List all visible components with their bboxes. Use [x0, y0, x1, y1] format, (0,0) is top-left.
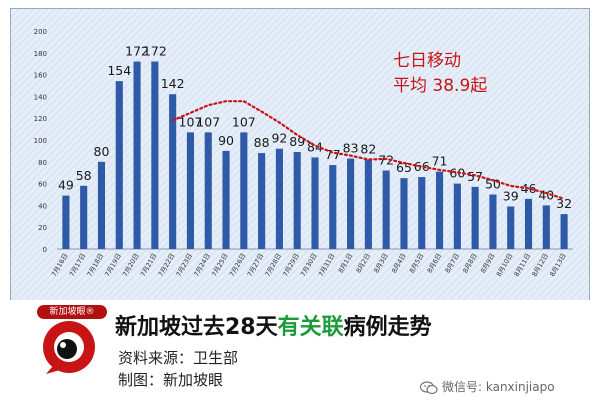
y-tick-label: 120: [34, 115, 47, 123]
bar-26: [524, 198, 533, 249]
bar-4: [133, 61, 141, 249]
moving-average-annotation: 七日移动 平均 38.9起: [393, 49, 487, 99]
bar-23: [471, 186, 479, 249]
y-tick-label: 200: [34, 28, 47, 36]
bar-value-label: 66: [414, 159, 430, 174]
x-tick-label: 8月4日: [390, 252, 408, 274]
bar-15: [329, 165, 337, 249]
bar-11: [258, 153, 266, 249]
wechat-id: 微信号: kanxinjiapo: [442, 380, 555, 394]
bar-value-label: 92: [271, 131, 287, 146]
bar-13: [293, 151, 301, 249]
bar-12: [275, 148, 283, 249]
footer-panel: [10, 300, 590, 402]
bar-7: [186, 132, 195, 249]
bar-value-label: 39: [503, 188, 519, 203]
x-tick-label: 8月3日: [372, 252, 390, 274]
x-tick-label: 8月2日: [355, 252, 373, 274]
bar-value-label: 90: [218, 133, 234, 148]
moving-average-line: [171, 100, 566, 200]
x-tick-label: 8月6日: [426, 252, 444, 274]
y-tick-label: 0: [43, 246, 47, 254]
bar-value-label: 82: [360, 142, 376, 157]
bar-24: [489, 194, 497, 249]
bar-value-label: 77: [325, 147, 341, 162]
x-tick-label: 7月31日: [317, 252, 337, 278]
title-part-1: 新加坡过去28天: [115, 315, 278, 340]
chart-title: 新加坡过去28天有关联病例走势: [115, 309, 432, 341]
annotation-line-1: 七日移动: [393, 51, 461, 71]
x-tick-label: 8月13日: [548, 252, 568, 278]
bar-18: [382, 170, 390, 249]
bar-value-label: 107: [196, 114, 220, 129]
x-tick-label: 8月7日: [444, 252, 462, 274]
x-tick-label: 8月1日: [337, 252, 355, 274]
bar-19: [400, 178, 408, 249]
bar-value-label: 154: [107, 63, 131, 78]
bar-value-label: 89: [289, 134, 305, 149]
bar-value-label: 32: [556, 196, 572, 211]
bar-chart: 020406080100120140160180200497月16日587月17…: [34, 28, 573, 278]
bar-14: [311, 157, 319, 249]
source-text: 资料来源：卫生部: [118, 349, 239, 367]
logo-label: 新加坡眼®: [37, 305, 107, 319]
bar-3: [115, 81, 123, 249]
wechat-watermark: 微信号: kanxinjiapo: [420, 378, 555, 395]
bar-28: [560, 214, 568, 249]
bar-20: [418, 177, 426, 249]
x-tick-label: 8月9日: [479, 252, 497, 274]
bar-16: [347, 158, 355, 249]
bar-value-label: 172: [125, 44, 149, 59]
bar-value-label: 107: [179, 114, 203, 129]
bar-value-label: 107: [232, 114, 256, 129]
bar-value-label: 88: [254, 135, 270, 150]
bar-1: [80, 185, 88, 249]
xinjiapo-eye-logo-icon: [43, 321, 95, 374]
bar-value-label: 57: [467, 169, 483, 184]
bar-value-label: 83: [343, 141, 359, 156]
bar-value-label: 80: [94, 144, 110, 159]
bar-6: [169, 94, 177, 249]
bar-22: [453, 183, 461, 249]
bar-8: [204, 132, 212, 249]
credit-text: 制图：新加坡眼: [118, 371, 224, 389]
title-highlight: 有关联: [277, 315, 344, 340]
bar-value-label: 49: [58, 178, 74, 193]
y-tick-label: 80: [38, 159, 47, 167]
bar-value-label: 142: [161, 76, 185, 91]
bar-0: [62, 195, 70, 249]
bar-21: [435, 171, 444, 249]
wechat-icon: [420, 380, 438, 394]
y-tick-label: 160: [34, 72, 47, 80]
y-tick-label: 140: [34, 93, 47, 101]
y-tick-label: 20: [38, 224, 47, 232]
title-part-2: 病例走势: [343, 315, 432, 340]
bar-value-label: 58: [76, 168, 92, 183]
y-tick-label: 60: [38, 181, 47, 189]
y-tick-label: 40: [38, 202, 47, 210]
y-tick-label: 180: [34, 50, 47, 58]
annotation-line-2: 平均 38.9起: [393, 76, 488, 96]
bar-25: [507, 206, 515, 249]
bar-5: [151, 61, 159, 249]
x-tick-label: 8月5日: [408, 252, 426, 274]
bar-17: [364, 159, 372, 249]
y-tick-label: 100: [34, 137, 47, 145]
bar-9: [222, 150, 230, 249]
bar-10: [240, 132, 248, 249]
bar-value-label: 71: [432, 154, 448, 169]
bar-2: [97, 161, 106, 249]
bar-value-label: 172: [143, 44, 167, 59]
bar-27: [542, 205, 550, 249]
x-tick-label: 8月8日: [461, 252, 479, 274]
